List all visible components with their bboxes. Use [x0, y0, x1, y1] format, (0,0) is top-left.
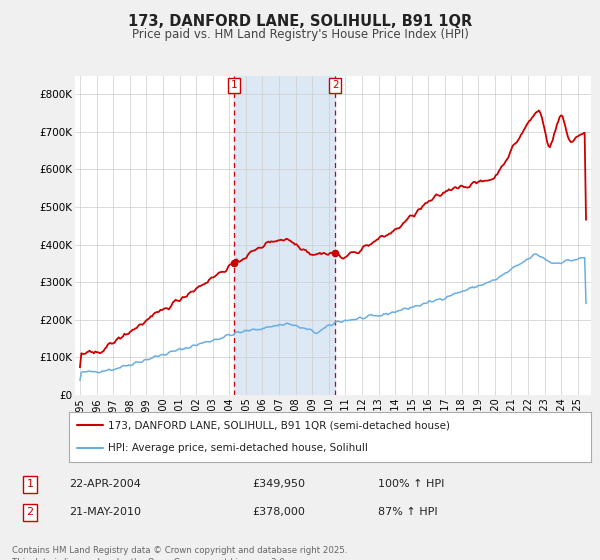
Text: 100% ↑ HPI: 100% ↑ HPI: [378, 479, 445, 489]
Text: HPI: Average price, semi-detached house, Solihull: HPI: Average price, semi-detached house,…: [108, 444, 368, 454]
Text: Price paid vs. HM Land Registry's House Price Index (HPI): Price paid vs. HM Land Registry's House …: [131, 28, 469, 41]
Text: 173, DANFORD LANE, SOLIHULL, B91 1QR: 173, DANFORD LANE, SOLIHULL, B91 1QR: [128, 14, 472, 29]
Text: 1: 1: [231, 81, 238, 90]
Bar: [234, 76, 335, 395]
Text: £378,000: £378,000: [252, 507, 305, 517]
Text: 22-APR-2004: 22-APR-2004: [69, 479, 141, 489]
Text: £349,950: £349,950: [252, 479, 305, 489]
Text: Contains HM Land Registry data © Crown copyright and database right 2025.
This d: Contains HM Land Registry data © Crown c…: [12, 546, 347, 560]
Text: 173, DANFORD LANE, SOLIHULL, B91 1QR (semi-detached house): 173, DANFORD LANE, SOLIHULL, B91 1QR (se…: [108, 420, 450, 430]
Text: 87% ↑ HPI: 87% ↑ HPI: [378, 507, 437, 517]
Text: 2: 2: [332, 81, 338, 90]
Text: 1: 1: [26, 479, 34, 489]
Text: 21-MAY-2010: 21-MAY-2010: [69, 507, 141, 517]
Text: 2: 2: [26, 507, 34, 517]
